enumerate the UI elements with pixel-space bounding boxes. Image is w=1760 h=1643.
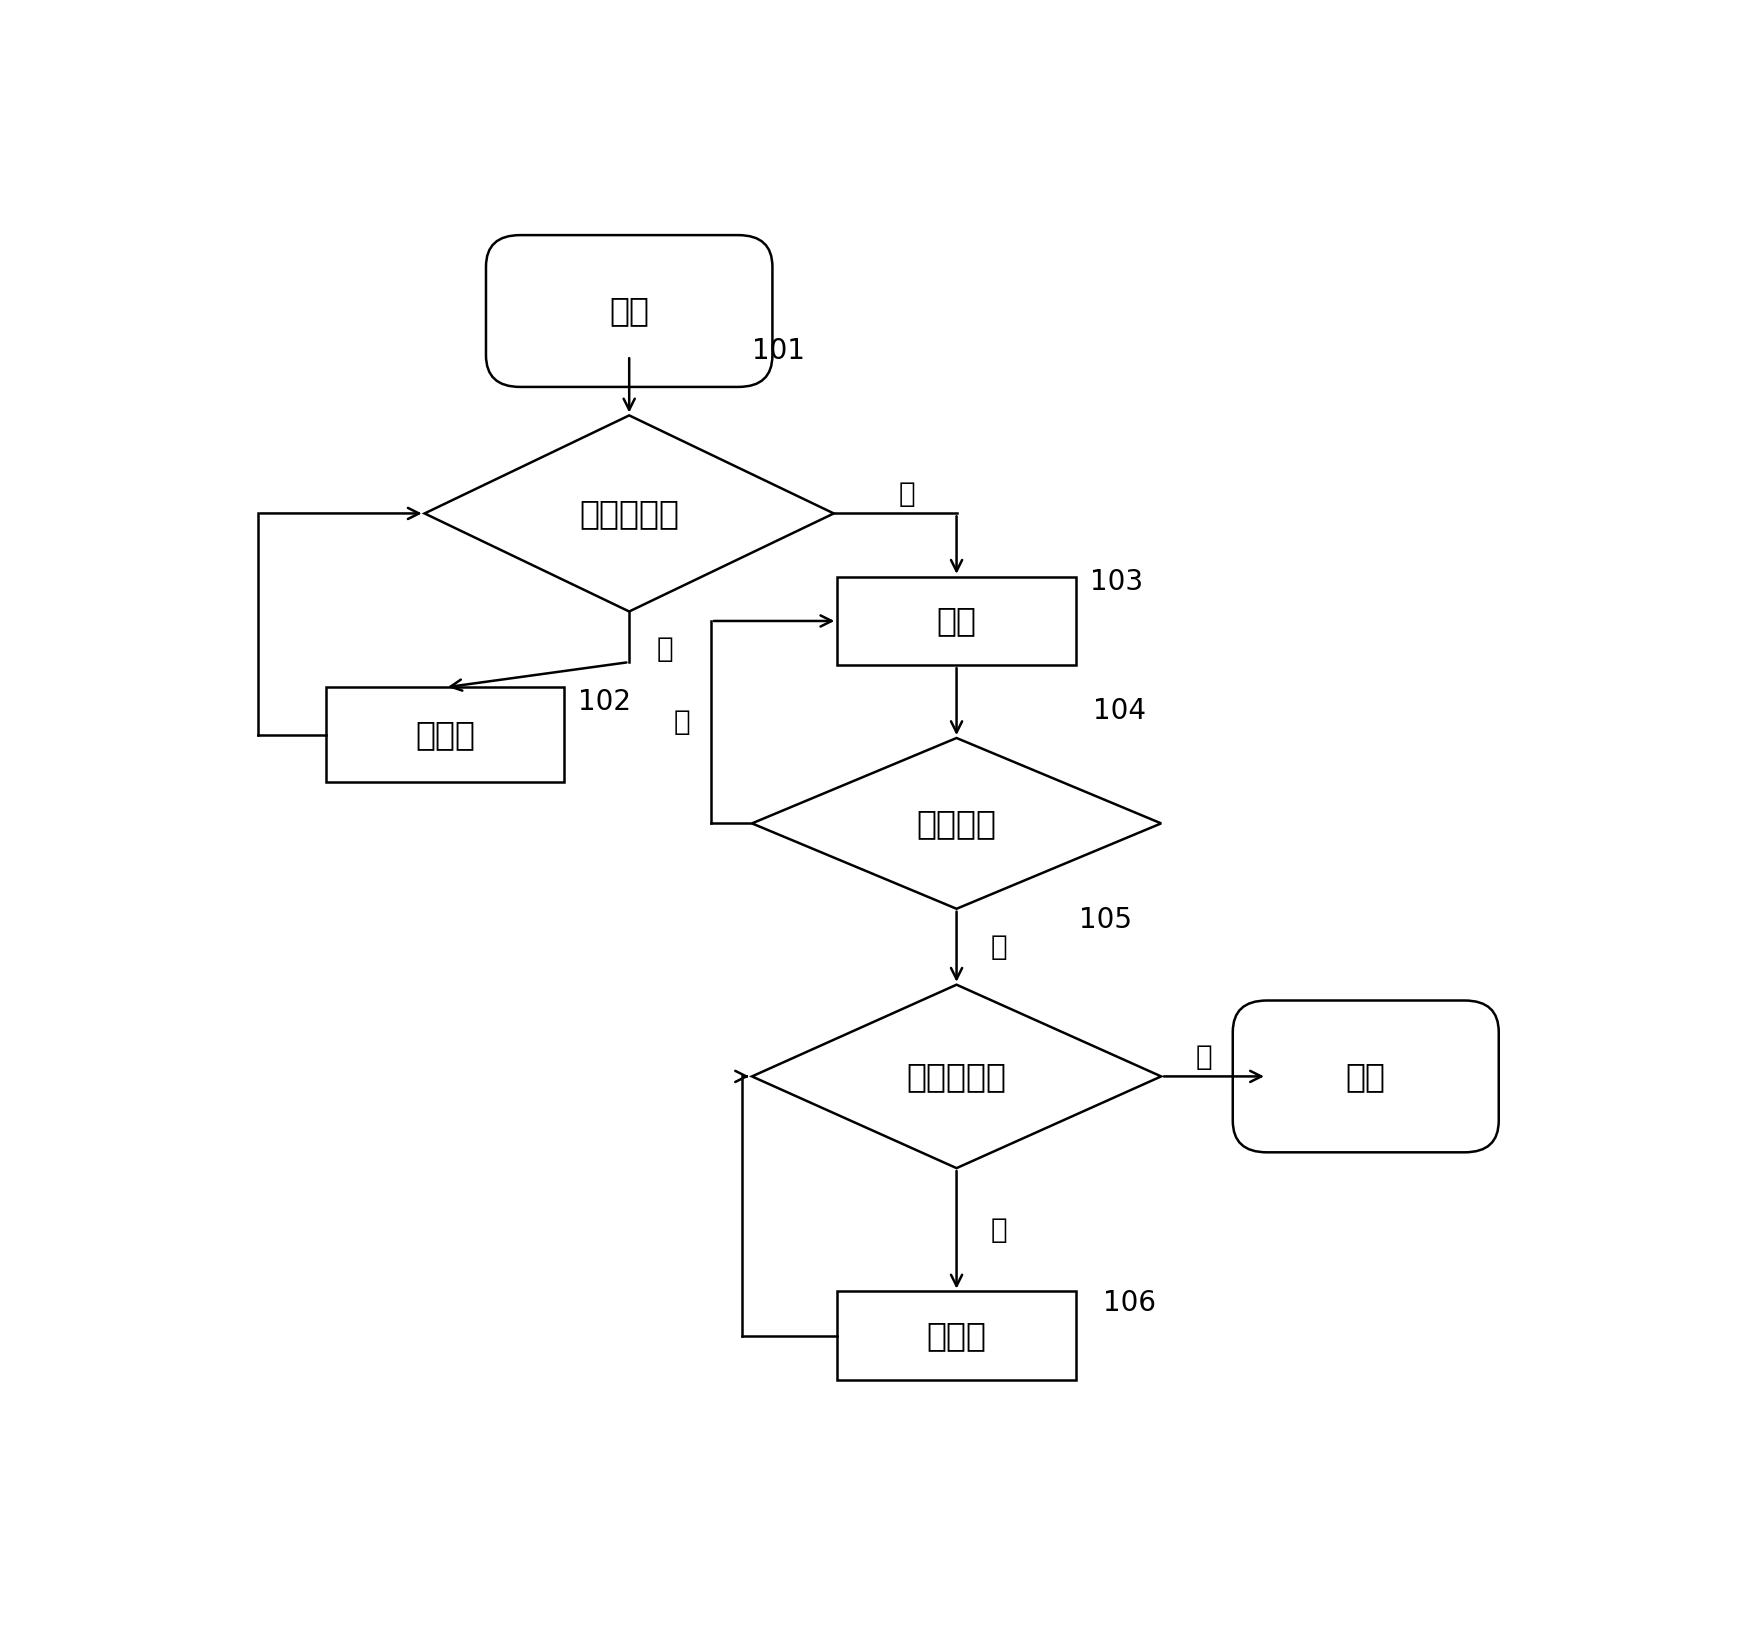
Bar — [838, 1291, 1075, 1380]
Text: 结束: 结束 — [1346, 1060, 1385, 1093]
Polygon shape — [424, 416, 834, 611]
Text: 102: 102 — [577, 688, 632, 716]
Text: 否: 否 — [674, 708, 690, 736]
Text: 软编程: 软编程 — [926, 1319, 987, 1352]
Polygon shape — [752, 738, 1162, 909]
FancyBboxPatch shape — [486, 235, 773, 388]
Text: 否: 否 — [899, 480, 915, 508]
FancyBboxPatch shape — [1232, 1001, 1500, 1152]
Text: 开始: 开始 — [609, 294, 649, 327]
Bar — [838, 577, 1075, 665]
Polygon shape — [752, 984, 1162, 1168]
Text: 103: 103 — [1089, 568, 1142, 596]
Text: 106: 106 — [1104, 1288, 1156, 1316]
Text: 擦除: 擦除 — [936, 605, 977, 637]
Text: 是: 是 — [991, 1216, 1007, 1244]
Bar — [326, 687, 565, 782]
Text: 预编程: 预编程 — [415, 718, 475, 751]
Text: 104: 104 — [1093, 697, 1146, 725]
Text: 是: 是 — [991, 933, 1007, 961]
Text: 101: 101 — [752, 337, 804, 365]
Text: 否: 否 — [1195, 1043, 1213, 1071]
Text: 105: 105 — [1079, 905, 1132, 935]
Text: 擦除校验: 擦除校验 — [917, 807, 996, 840]
Text: 是: 是 — [656, 636, 672, 664]
Text: 预编程校验: 预编程校验 — [579, 496, 679, 531]
Text: 软编程校验: 软编程校验 — [906, 1060, 1007, 1093]
